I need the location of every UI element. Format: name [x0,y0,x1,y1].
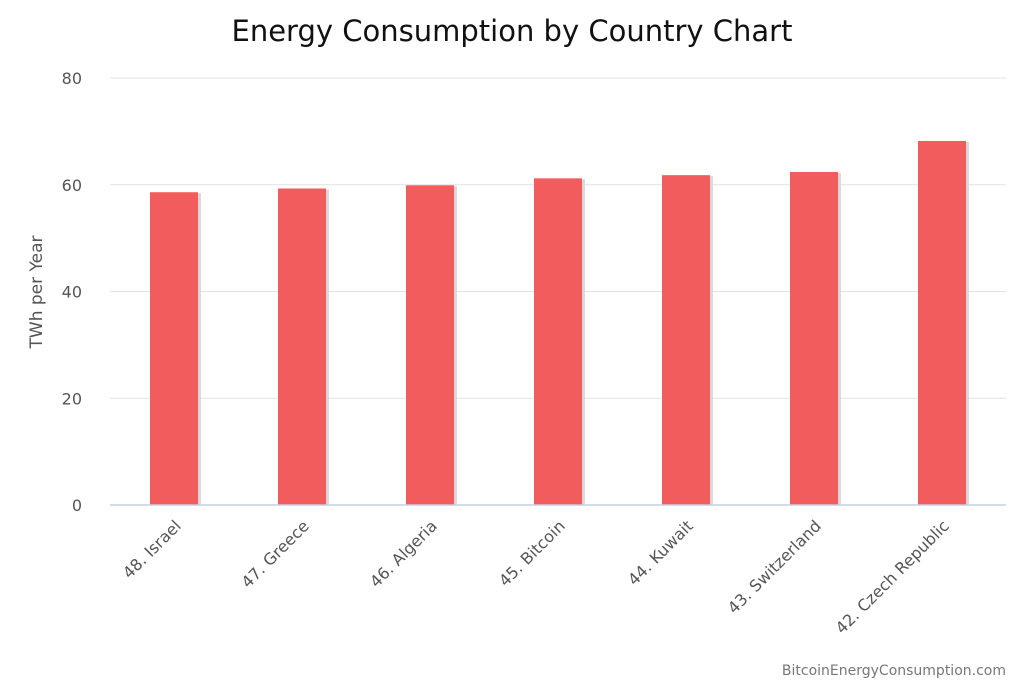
y-tick-label: 80 [62,69,82,88]
x-axis-ticks: 48. Israel 47. Greece 46. Algeria 45. Bitco… [119,516,953,637]
bar[interactable] [662,175,710,505]
x-tick-label: 46. Algeria [366,516,441,591]
x-tick-label: 43. Switzerland [724,516,825,617]
x-tick-label: 44. Kuwait [624,516,697,589]
bar[interactable] [790,171,838,505]
y-tick-label: 0 [72,496,82,515]
y-axis-ticks: 0 20 40 60 80 [62,69,82,515]
bar[interactable] [278,188,326,505]
bars [150,140,969,506]
y-tick-label: 60 [62,176,82,195]
y-axis-title: TWh per Year [27,235,47,349]
bar[interactable] [150,192,198,505]
x-tick-label: 47. Greece [238,516,313,591]
credit-text: BitcoinEnergyConsumption.com [782,663,1006,679]
bar[interactable] [406,185,454,505]
bar[interactable] [534,178,582,505]
x-tick-label: 48. Israel [119,516,185,582]
x-tick-label: 42. Czech Republic [832,516,953,637]
y-tick-label: 40 [62,283,82,302]
bar[interactable] [918,140,966,506]
chart-title: Energy Consumption by Country Chart [232,14,793,48]
x-tick-label: 45. Bitcoin [495,516,569,590]
y-tick-label: 20 [62,389,82,408]
